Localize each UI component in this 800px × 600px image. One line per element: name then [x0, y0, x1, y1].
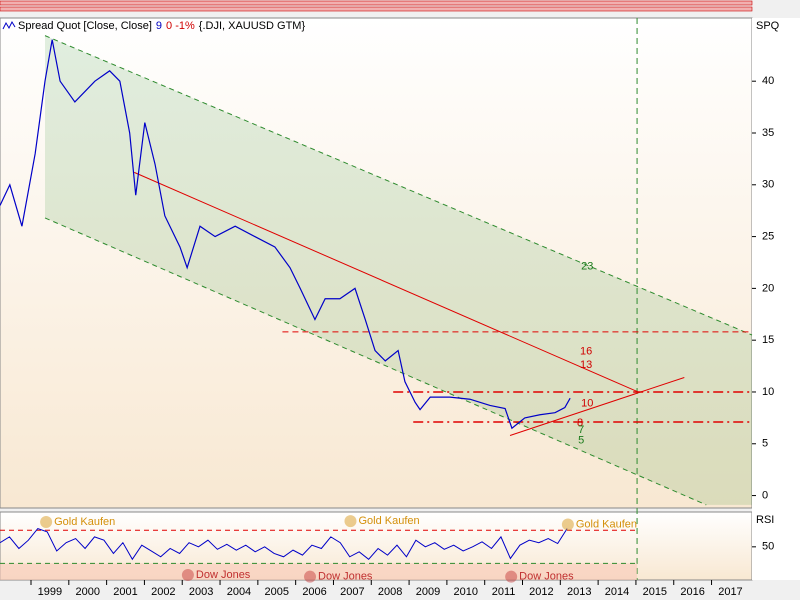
y-tick-label: 20: [762, 282, 774, 294]
signal-label: Dow Jones: [318, 571, 373, 583]
x-tick-label: 2016: [680, 586, 704, 598]
toolbar-strip: [0, 6, 753, 12]
rsi-tick-label: 50: [762, 541, 774, 553]
x-tick-label: 2014: [605, 586, 629, 598]
x-tick-label: 2015: [643, 586, 667, 598]
legend-part: 9: [156, 20, 162, 32]
signal-dot: [344, 515, 357, 528]
plot-layer: 0 5 10 15 20 25 30 35 40 1999 2000 2001 2002 2003 2004…: [0, 18, 774, 598]
signal-label: Gold Kaufen: [54, 516, 115, 528]
x-tick-label: 2003: [189, 586, 213, 598]
trend-line: [134, 171, 639, 393]
signal-dot: [505, 570, 518, 583]
y-tick-label: 40: [762, 75, 774, 87]
x-tick-label: 1999: [38, 586, 62, 598]
x-tick-label: 2011: [492, 586, 516, 598]
rsi-low-zone: [0, 563, 638, 580]
x-tick-label: 2007: [340, 586, 364, 598]
annotation: 5: [578, 435, 584, 447]
x-tick-label: 2008: [378, 586, 402, 598]
right-axis: [752, 18, 800, 580]
y-tick-label: 25: [762, 230, 774, 242]
rsi-label: RSI: [756, 514, 774, 526]
legend-part: {.DJI, XAUUSD GTM}: [199, 20, 306, 32]
legend-icon: [2, 20, 16, 30]
signal-dot: [40, 515, 53, 528]
y-axis-label: SPQ: [756, 20, 780, 32]
channel-line: [44, 35, 753, 336]
signal-dot: [304, 570, 317, 583]
signal-label: Dow Jones: [196, 569, 251, 581]
y-tick-label: 5: [762, 438, 768, 450]
x-tick-label: 2012: [529, 586, 553, 598]
signal-label: Gold Kaufen: [576, 518, 637, 530]
trend-line: [509, 376, 685, 436]
annotation: 7: [578, 424, 584, 436]
x-tick-label: 2009: [416, 586, 440, 598]
annotation: 16: [580, 345, 592, 357]
toolbar-strip: [0, 0, 753, 6]
annotation: 23: [581, 261, 593, 273]
x-tick-label: 2001: [113, 586, 137, 598]
y-tick-label: 30: [762, 179, 774, 191]
price-line: [0, 39, 571, 430]
x-tick-label: 2004: [227, 586, 251, 598]
signal-dot: [561, 518, 574, 531]
annotation: 10: [581, 397, 593, 409]
annotation: 13: [580, 359, 592, 371]
x-tick-label: 2005: [265, 586, 289, 598]
legend-title: Spread Quot [Close, Close]: [18, 20, 152, 32]
signal-label: Dow Jones: [519, 571, 574, 583]
y-tick-label: 10: [762, 386, 774, 398]
x-tick-label: 2017: [718, 586, 742, 598]
signal-dot: [181, 569, 194, 582]
channel-area: [44, 35, 752, 505]
x-tick-label: 2002: [151, 586, 175, 598]
price-panel: [0, 17, 753, 509]
x-tick-label: 2006: [302, 586, 326, 598]
y-tick-label: 0: [762, 489, 768, 501]
signal-label: Gold Kaufen: [358, 515, 419, 527]
channel-line: [44, 217, 707, 506]
rsi-line: [0, 527, 568, 561]
legend-part: 0 -1%: [166, 20, 195, 32]
x-tick-label: 2013: [567, 586, 591, 598]
x-tick-label: 2000: [75, 586, 99, 598]
x-tick-label: 2010: [454, 586, 478, 598]
annotation: 8: [577, 417, 583, 429]
y-tick-label: 15: [762, 334, 774, 346]
y-tick-label: 35: [762, 127, 774, 139]
